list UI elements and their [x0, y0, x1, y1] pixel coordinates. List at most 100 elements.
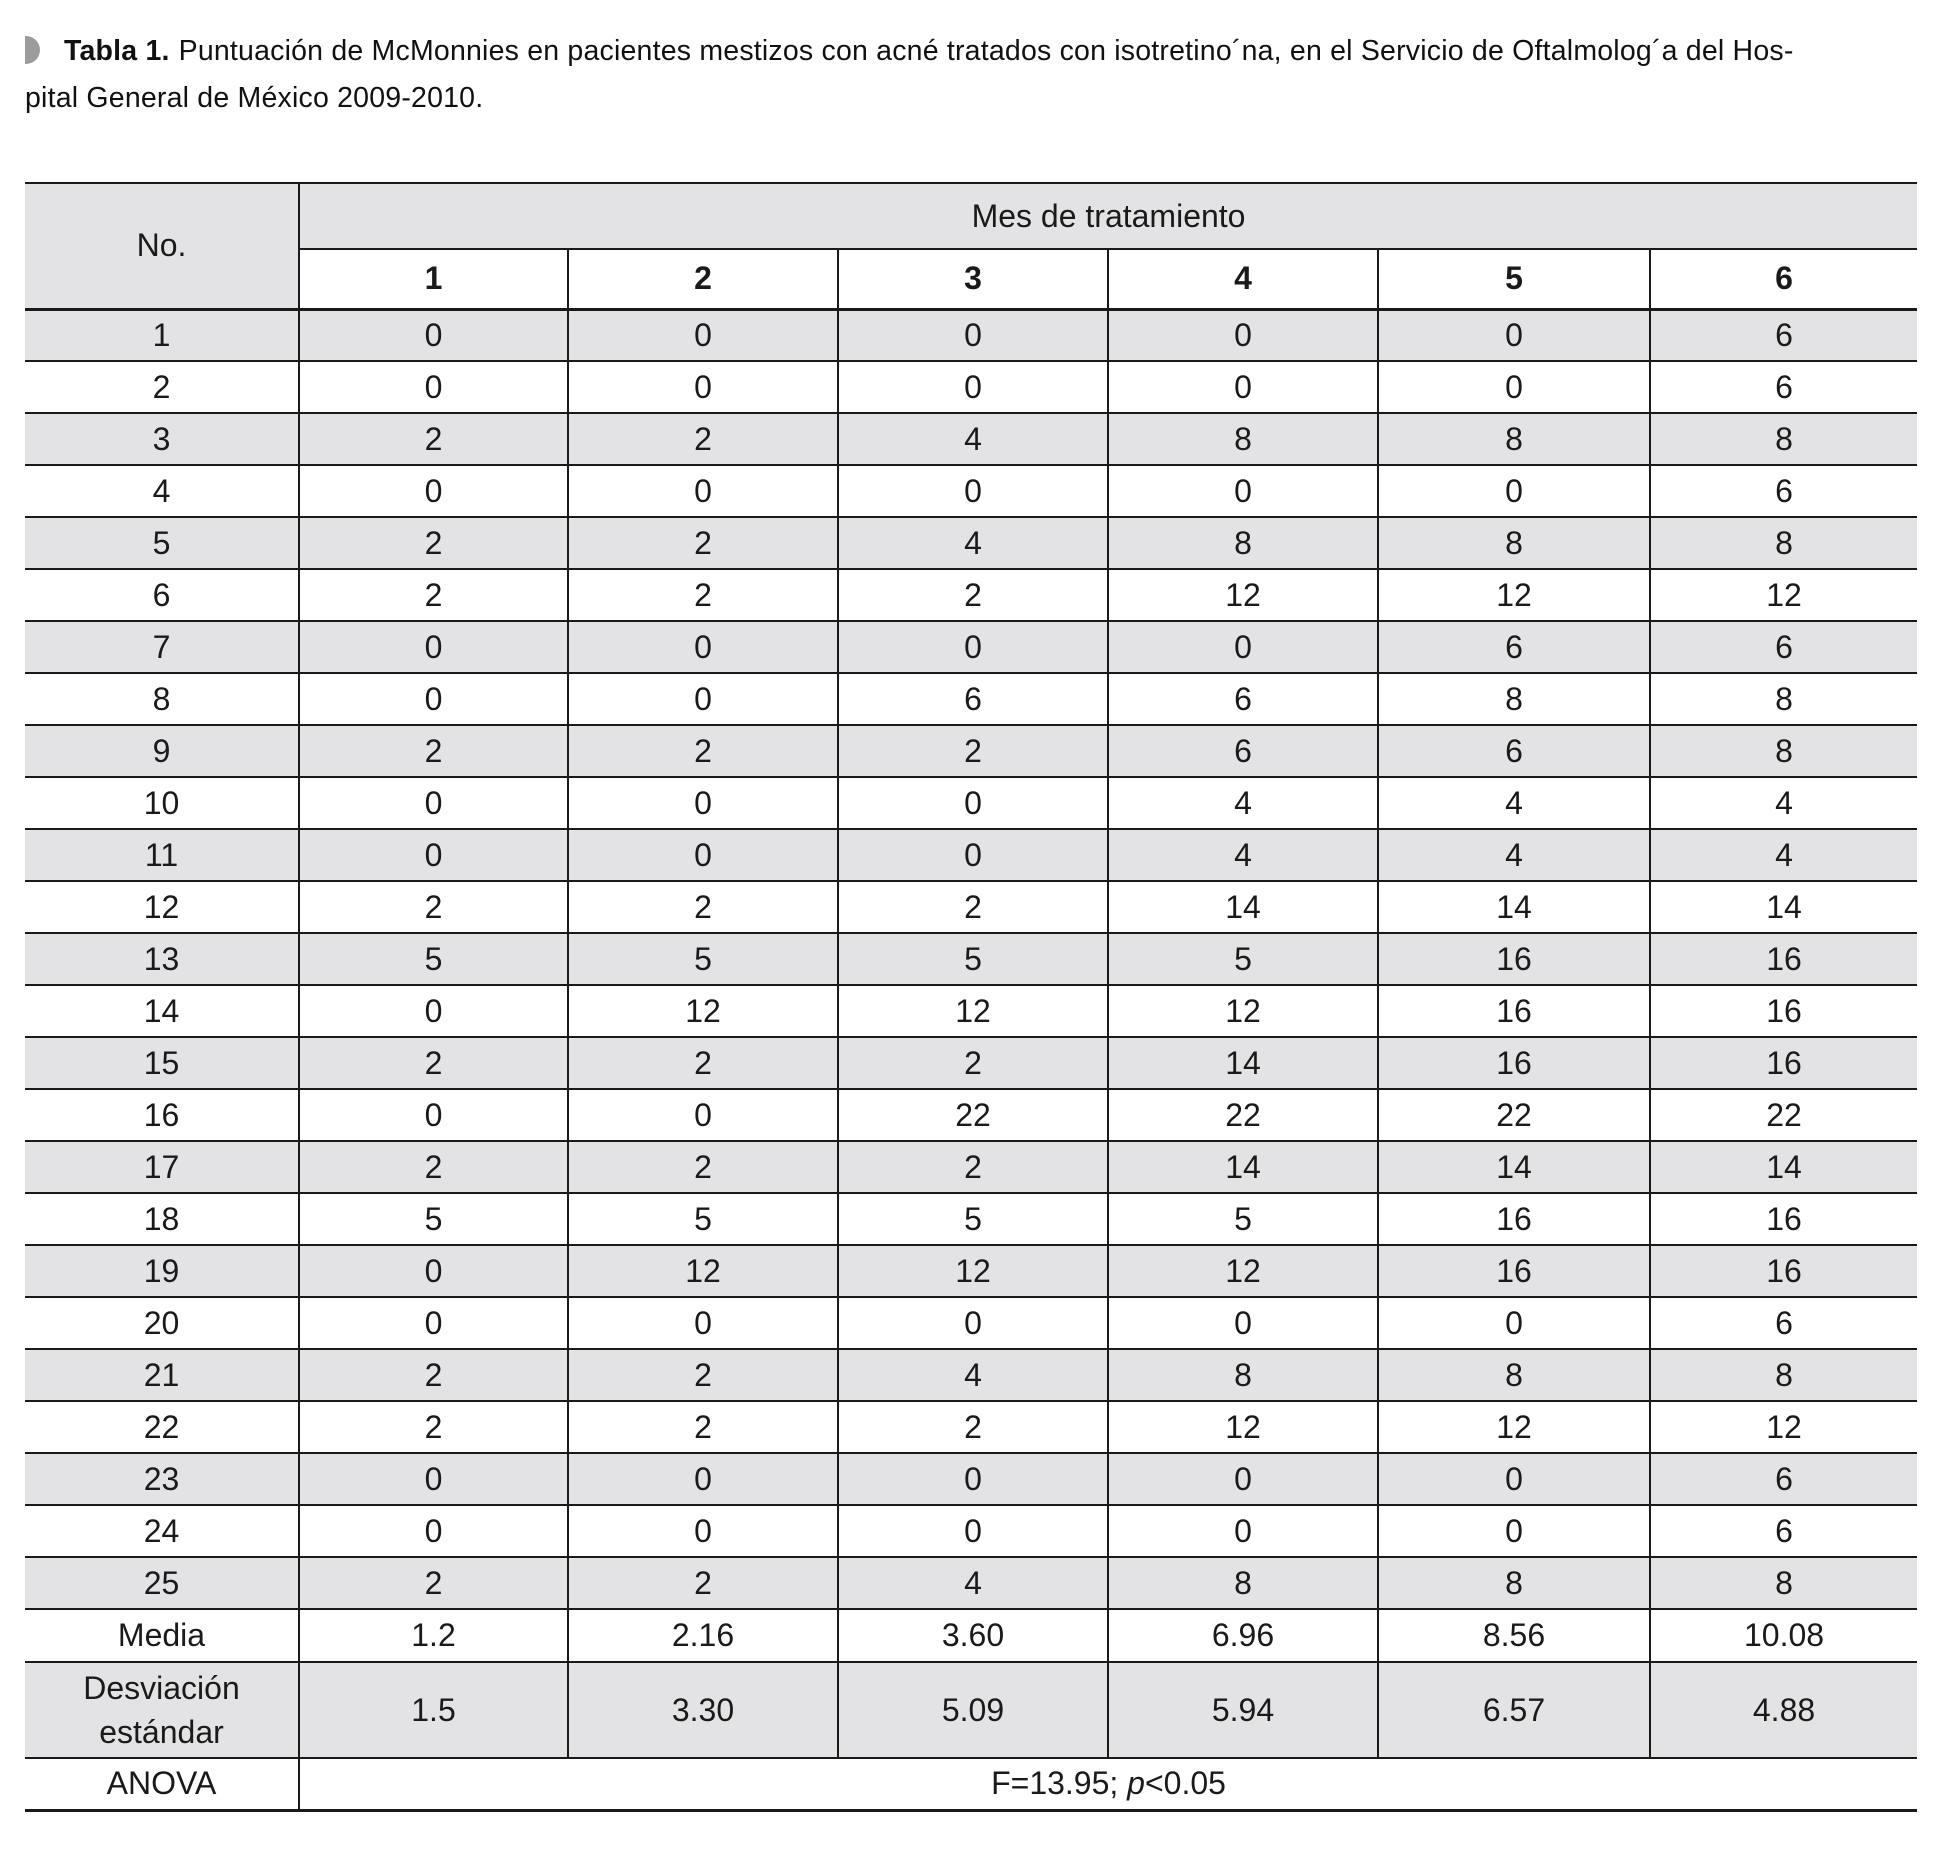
- patient-row: 10 0 0 0 4 4 4: [25, 777, 1918, 829]
- patient-row: 12 2 2 2 14 14 14: [25, 881, 1918, 933]
- score-cell: 8: [1648, 1349, 1918, 1401]
- score-cell: 8: [1377, 1557, 1650, 1609]
- std-dev-label-line2: estándar: [99, 1714, 224, 1750]
- patient-number: 2: [152, 368, 171, 405]
- table-caption: Tabla 1. Puntuación de McMonnies en pacie…: [25, 28, 1920, 122]
- patient-number: 23: [143, 1460, 180, 1497]
- score-cell: 0: [567, 361, 838, 413]
- std-dev-value: 4.88: [1648, 1662, 1918, 1758]
- score-cell: 12: [1648, 1401, 1918, 1453]
- score-cell: 0: [837, 829, 1108, 881]
- score-cell: 5: [298, 1193, 568, 1245]
- score-cell: 2: [298, 517, 568, 569]
- score-cell: 5: [567, 933, 838, 985]
- score-cell: 8: [1107, 517, 1378, 569]
- score-cell: 2: [567, 1557, 838, 1609]
- score-cell: 0: [298, 673, 568, 725]
- score-cell: 4: [1377, 829, 1650, 881]
- caption-bullet-icon: [25, 36, 40, 64]
- patient-number: 3: [152, 420, 171, 457]
- score-cell: 8: [1648, 725, 1918, 777]
- media-value: 3.60: [837, 1609, 1108, 1662]
- anova-result-value: F=13.95; p<0.05: [297, 1758, 1918, 1810]
- score-cell: 0: [837, 777, 1108, 829]
- score-cell: 0: [1107, 465, 1378, 517]
- score-cell: 0: [1377, 309, 1650, 361]
- score-cell: 6: [1648, 465, 1918, 517]
- score-cell: 0: [1107, 1505, 1378, 1557]
- anova-label: ANOVA: [106, 1765, 217, 1802]
- score-cell: 16: [1648, 1193, 1918, 1245]
- caption-label: Tabla 1.: [64, 35, 170, 67]
- std-dev-value: 5.09: [837, 1662, 1108, 1758]
- score-cell: 0: [1107, 309, 1378, 361]
- score-cell: 6: [1648, 1453, 1918, 1505]
- patient-number: 12: [143, 888, 180, 925]
- score-cell: 0: [1107, 1453, 1378, 1505]
- score-cell: 12: [1107, 985, 1378, 1037]
- month-header: 3: [837, 249, 1108, 309]
- patient-number: 13: [143, 940, 180, 977]
- score-cell: 2: [837, 1401, 1108, 1453]
- score-cell: 4: [1107, 777, 1378, 829]
- std-dev-label-line1: Desviación: [83, 1670, 240, 1706]
- score-cell: 0: [567, 465, 838, 517]
- caption-text-line1: Puntuación de McMonnies en pacientes mes…: [178, 35, 1794, 67]
- media-value: 10.08: [1648, 1609, 1918, 1662]
- score-cell: 16: [1377, 1193, 1650, 1245]
- anova-row: ANOVA F=13.95; p<0.05: [25, 1758, 1918, 1810]
- score-cell: 0: [298, 1089, 568, 1141]
- media-label: Media: [117, 1617, 206, 1653]
- score-cell: 16: [1377, 933, 1650, 985]
- patient-row: 15 2 2 2 14 16 16: [25, 1037, 1918, 1089]
- patient-number: 6: [152, 576, 171, 613]
- score-cell: 2: [298, 569, 568, 621]
- patient-row: 20 0 0 0 0 0 6: [25, 1297, 1918, 1349]
- score-cell: 0: [298, 309, 568, 361]
- patient-number: 10: [143, 784, 180, 821]
- score-cell: 0: [298, 465, 568, 517]
- score-cell: 0: [298, 1297, 568, 1349]
- score-cell: 5: [837, 1193, 1108, 1245]
- patient-number: 24: [143, 1512, 180, 1549]
- score-cell: 16: [1377, 1245, 1650, 1297]
- patient-number: 1: [152, 316, 171, 353]
- score-cell: 4: [1107, 829, 1378, 881]
- score-cell: 2: [298, 1557, 568, 1609]
- score-cell: 5: [1107, 933, 1378, 985]
- score-cell: 2: [567, 1401, 838, 1453]
- patient-number: 17: [143, 1148, 180, 1185]
- score-cell: 2: [567, 725, 838, 777]
- score-cell: 14: [1377, 881, 1650, 933]
- score-cell: 0: [567, 1453, 838, 1505]
- score-cell: 2: [298, 1349, 568, 1401]
- score-cell: 22: [1648, 1089, 1918, 1141]
- score-cell: 0: [1377, 465, 1650, 517]
- score-cell: 14: [1377, 1141, 1650, 1193]
- score-cell: 22: [1107, 1089, 1378, 1141]
- score-cell: 12: [567, 985, 838, 1037]
- month-header: 2: [567, 249, 838, 309]
- score-cell: 0: [567, 1089, 838, 1141]
- score-cell: 12: [837, 985, 1108, 1037]
- patient-row: 18 5 5 5 5 16 16: [25, 1193, 1918, 1245]
- score-cell: 12: [1377, 569, 1650, 621]
- group-header-mes-de-tratamiento: Mes de tratamiento: [297, 183, 1918, 250]
- score-cell: 0: [837, 309, 1108, 361]
- patient-number: 16: [143, 1096, 180, 1133]
- month-header: 6: [1648, 249, 1918, 309]
- score-cell: 8: [1648, 413, 1918, 465]
- caption-text-line2: pital General de México 2009-2010.: [25, 82, 484, 114]
- score-cell: 2: [837, 881, 1108, 933]
- score-cell: 0: [298, 829, 568, 881]
- score-cell: 0: [298, 1245, 568, 1297]
- group-header-row: No. Mes de tratamiento: [25, 183, 1918, 311]
- score-cell: 8: [1377, 1349, 1650, 1401]
- media-value: 2.16: [567, 1609, 838, 1662]
- patient-number: 22: [143, 1408, 180, 1445]
